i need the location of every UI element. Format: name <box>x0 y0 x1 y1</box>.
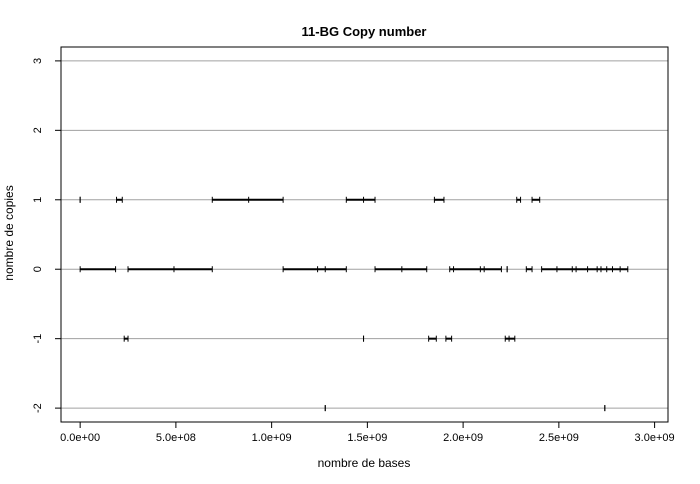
segment-18 <box>445 335 453 342</box>
segment-6 <box>531 196 541 203</box>
y-tick-label-3: 1 <box>32 197 44 203</box>
segment-4 <box>433 196 445 203</box>
segment-2 <box>211 196 284 203</box>
y-tick-label-5: 3 <box>32 58 44 64</box>
x-tick-label-2: 1.0e+09 <box>252 432 292 444</box>
segment-14 <box>541 266 629 273</box>
y-tick-label-1: -1 <box>32 334 44 344</box>
x-tick-label-5: 2.5e+09 <box>539 432 579 444</box>
y-tick-label-0: -2 <box>32 403 44 413</box>
segment-19 <box>504 335 516 342</box>
segment-1 <box>116 196 123 203</box>
segment-3 <box>345 196 376 203</box>
x-tick-label-4: 2.0e+09 <box>443 432 483 444</box>
data-segments <box>79 196 629 412</box>
x-axis-label: nombre de bases <box>318 456 411 470</box>
grid-lines <box>61 60 668 409</box>
x-tick-label-3: 1.5e+09 <box>347 432 387 444</box>
segment-9 <box>282 266 347 273</box>
segment-5 <box>516 196 522 203</box>
plot-frame <box>60 46 669 423</box>
chart-title: 11-BG Copy number <box>302 24 427 39</box>
y-axis: -2 -1 0 1 2 3 <box>32 58 62 413</box>
segment-17 <box>428 335 437 342</box>
x-tick-label-1: 5.0e+08 <box>156 432 196 444</box>
y-axis-label: nombre de copies <box>2 185 16 280</box>
x-tick-label-0: 0.0e+00 <box>60 432 100 444</box>
segment-15 <box>123 335 129 342</box>
y-tick-label-2: 0 <box>32 266 44 272</box>
segment-11 <box>449 266 502 273</box>
segment-13 <box>525 266 533 273</box>
x-axis: 0.0e+00 5.0e+08 1.0e+09 1.5e+09 2.0e+09 2.5e+… <box>60 421 675 444</box>
segment-10 <box>374 266 428 273</box>
segment-8 <box>127 266 213 273</box>
segment-7 <box>79 266 117 273</box>
y-tick-label-4: 2 <box>32 127 44 133</box>
x-tick-label-6: 3.0e+09 <box>635 432 675 444</box>
